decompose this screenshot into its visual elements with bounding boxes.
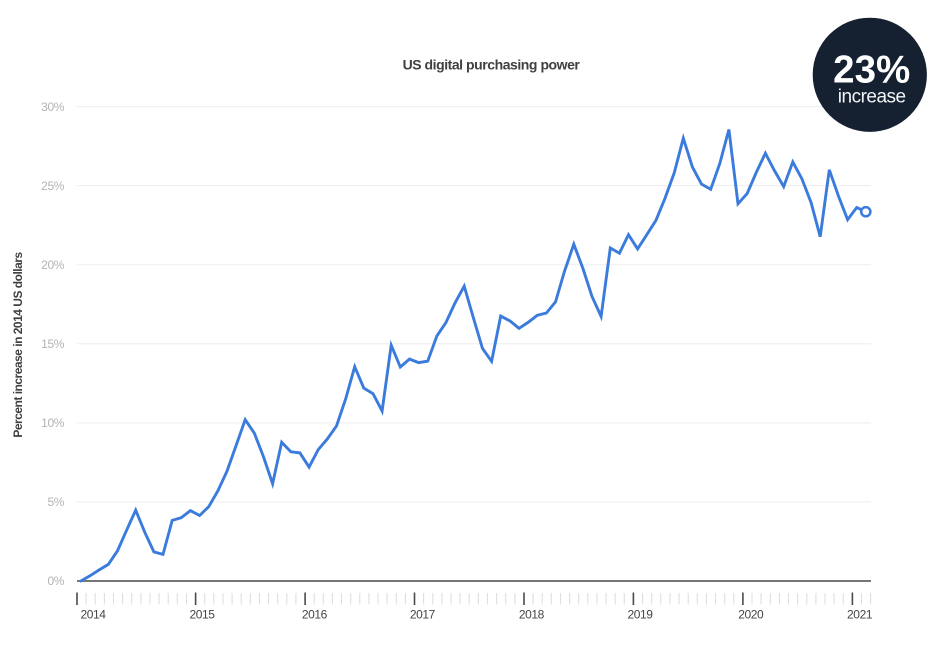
svg-text:2021: 2021: [847, 608, 873, 622]
svg-text:2019: 2019: [627, 608, 653, 622]
svg-text:US digital purchasing power: US digital purchasing power: [403, 57, 581, 73]
svg-text:2014: 2014: [80, 608, 106, 622]
svg-text:Percent increase in 2014 US do: Percent increase in 2014 US dollars: [11, 252, 25, 438]
svg-text:5%: 5%: [47, 495, 64, 509]
svg-text:15%: 15%: [41, 337, 65, 351]
svg-text:2020: 2020: [738, 608, 764, 622]
svg-text:0%: 0%: [47, 574, 64, 588]
svg-text:2015: 2015: [189, 608, 215, 622]
svg-text:2018: 2018: [519, 608, 545, 622]
svg-text:increase: increase: [838, 87, 906, 108]
svg-text:20%: 20%: [41, 258, 65, 272]
svg-text:10%: 10%: [41, 416, 65, 430]
svg-text:25%: 25%: [41, 179, 65, 193]
svg-text:2017: 2017: [410, 608, 436, 622]
svg-text:30%: 30%: [41, 100, 65, 114]
svg-text:2016: 2016: [302, 608, 328, 622]
svg-text:23%: 23%: [833, 49, 910, 92]
